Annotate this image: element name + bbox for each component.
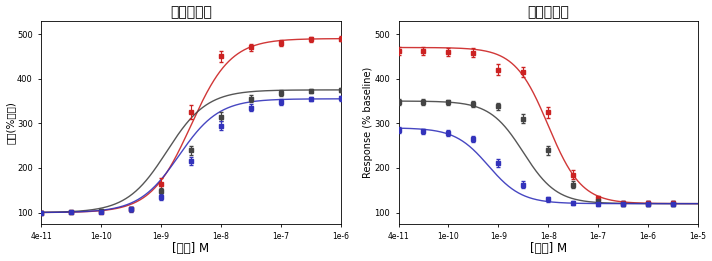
- X-axis label: [配体] M: [配体] M: [172, 242, 209, 256]
- Y-axis label: Response (% baseline): Response (% baseline): [363, 67, 373, 178]
- Title: 拮抗剂数据: 拮抗剂数据: [528, 5, 569, 20]
- Y-axis label: 响应(%基线): 响应(%基线): [6, 101, 16, 144]
- X-axis label: [配体] M: [配体] M: [530, 242, 567, 256]
- Title: 激动剂数据: 激动剂数据: [170, 5, 211, 20]
